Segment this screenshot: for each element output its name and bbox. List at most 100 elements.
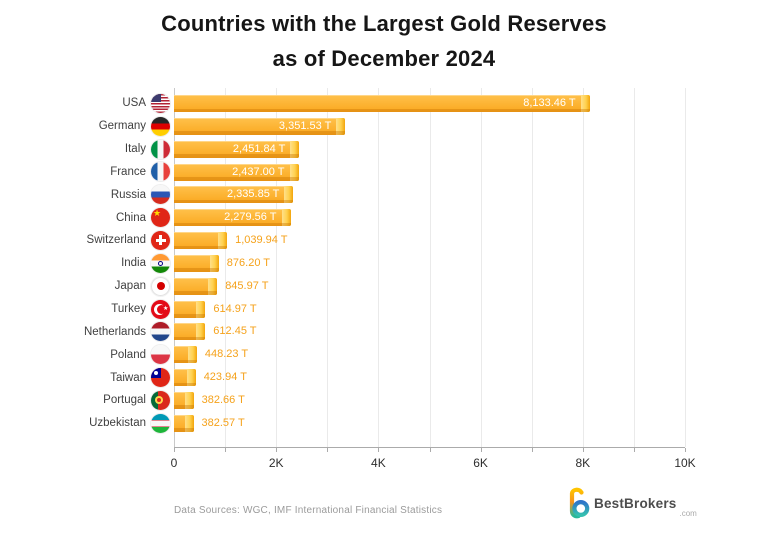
gridline xyxy=(378,88,380,447)
country-name: Germany xyxy=(98,120,146,133)
country-name: India xyxy=(121,257,146,270)
axis-tick-label: 8K xyxy=(575,456,591,470)
axis-tick-label: 6K xyxy=(473,456,488,470)
axis-tick xyxy=(480,448,482,452)
flag-taiwan-icon xyxy=(151,368,170,388)
bar-bottom-shade xyxy=(174,154,300,158)
bar-track: 612.45 T xyxy=(174,320,685,343)
bar-end-cap xyxy=(208,277,218,295)
bar-end-cap xyxy=(209,254,219,272)
country-name: Uzbekistan xyxy=(89,417,146,430)
bar-rows: USA 8,133.46 T Germany 3,351.53 T Italy 2,451… xyxy=(0,92,768,435)
bar-end-cap xyxy=(289,163,299,181)
axis-tick xyxy=(327,448,329,452)
chart-row: Italy 2,451.84 T xyxy=(0,138,768,161)
bar-end-cap xyxy=(187,346,197,364)
value-label: 3,351.53 T xyxy=(278,119,332,132)
chart-row: Turkey ★ 614.97 T xyxy=(0,298,768,321)
gold-bar xyxy=(174,140,300,158)
flag-switzerland-icon xyxy=(151,230,170,250)
bar-track: 2,437.00 T xyxy=(174,161,685,184)
gold-bar xyxy=(174,391,194,409)
gridline xyxy=(480,88,482,447)
gold-bar xyxy=(174,117,346,135)
gold-bar xyxy=(174,95,590,112)
axis-tick-label: 0 xyxy=(170,456,178,470)
data-sources-note: Data Sources: WGC, IMF International Fin… xyxy=(174,505,443,516)
chart-row: Netherlands 612.45 T xyxy=(0,320,768,343)
chart-row: Uzbekistan 382.57 T xyxy=(0,412,768,435)
gridline xyxy=(225,88,227,447)
bar-bottom-shade xyxy=(174,199,294,204)
value-label: 614.97 T xyxy=(213,302,257,315)
country-name: Taiwan xyxy=(110,371,146,384)
flag-usa-icon xyxy=(151,93,170,113)
gold-bar xyxy=(174,186,294,204)
country-label-cell: Japan xyxy=(0,275,170,298)
bar-track: 8,133.46 T xyxy=(174,92,685,115)
gold-bar xyxy=(174,323,206,341)
bar-bottom-shade xyxy=(174,222,291,227)
gold-bar xyxy=(174,232,228,250)
flag-turkey-icon: ★ xyxy=(151,299,170,319)
gridline xyxy=(685,88,686,447)
axis-tick xyxy=(225,448,227,452)
gridline xyxy=(429,88,431,447)
country-label-cell: Italy xyxy=(0,138,170,161)
value-label: 448.23 T xyxy=(204,348,249,361)
flag-russia-icon xyxy=(151,185,170,205)
bar-bottom-shade xyxy=(174,177,299,181)
country-name: Turkey xyxy=(111,303,146,316)
axis-tick xyxy=(685,448,686,452)
country-label-cell: India xyxy=(0,252,170,275)
value-label: 2,335.85 T xyxy=(227,188,280,201)
bar-track: 423.94 T xyxy=(174,366,685,389)
axis-tick-label: 10K xyxy=(674,456,696,470)
chart-row: Portugal 382.66 T xyxy=(0,389,768,412)
bar-end-cap xyxy=(184,414,194,432)
bar-track: 2,451.84 T xyxy=(174,138,685,161)
flag-poland-icon xyxy=(151,345,170,365)
country-name: Italy xyxy=(124,143,146,156)
country-label-cell: USA xyxy=(0,92,170,115)
country-label-cell: Poland xyxy=(0,343,170,366)
bar-track: 382.57 T xyxy=(174,412,685,435)
chart-row: Japan 845.97 T xyxy=(0,275,768,298)
x-axis-line xyxy=(174,447,685,448)
axis-tick xyxy=(531,448,533,452)
bar-end-cap xyxy=(186,369,196,387)
bar-track: 2,335.85 T xyxy=(174,183,685,206)
bar-bottom-shade xyxy=(174,314,206,318)
bar-end-cap xyxy=(184,391,194,409)
flag-portugal-icon xyxy=(151,390,170,410)
chart-row: France 2,437.00 T xyxy=(0,161,768,184)
axis-tick xyxy=(582,448,584,452)
bar-track: 1,039.94 T xyxy=(174,229,685,252)
bar-bottom-shade xyxy=(174,382,196,387)
bar-chart-plot: USA 8,133.46 T Germany 3,351.53 T Italy 2,451… xyxy=(0,88,768,488)
flag-india-icon xyxy=(151,253,170,273)
bar-bottom-shade xyxy=(174,405,194,409)
bar-track: 614.97 T xyxy=(174,298,685,321)
bar-track: 382.66 T xyxy=(174,389,685,412)
value-label: 382.57 T xyxy=(201,416,245,429)
value-label: 8,133.46 T xyxy=(523,97,576,109)
country-name: Japan xyxy=(114,280,146,293)
value-label: 382.66 T xyxy=(201,393,245,406)
bar-end-cap xyxy=(284,186,294,204)
bar-end-cap xyxy=(580,95,590,112)
value-label: 612.45 T xyxy=(213,325,257,338)
chart-row: Switzerland 1,039.94 T xyxy=(0,229,768,252)
bar-track: 845.97 T xyxy=(174,275,685,298)
gridline xyxy=(276,88,278,447)
gold-bar xyxy=(174,277,218,295)
flag-china-icon: ★ xyxy=(151,208,170,228)
bar-track: 448.23 T xyxy=(174,343,685,366)
country-name: Netherlands xyxy=(83,325,146,338)
bestbrokers-logo: BestBrokers .com xyxy=(566,486,697,520)
axis-tick-label: 4K xyxy=(371,456,386,470)
brand-suffix: .com xyxy=(679,509,697,518)
chart-row: Poland 448.23 T xyxy=(0,343,768,366)
chart-row: India 876.20 T xyxy=(0,252,768,275)
